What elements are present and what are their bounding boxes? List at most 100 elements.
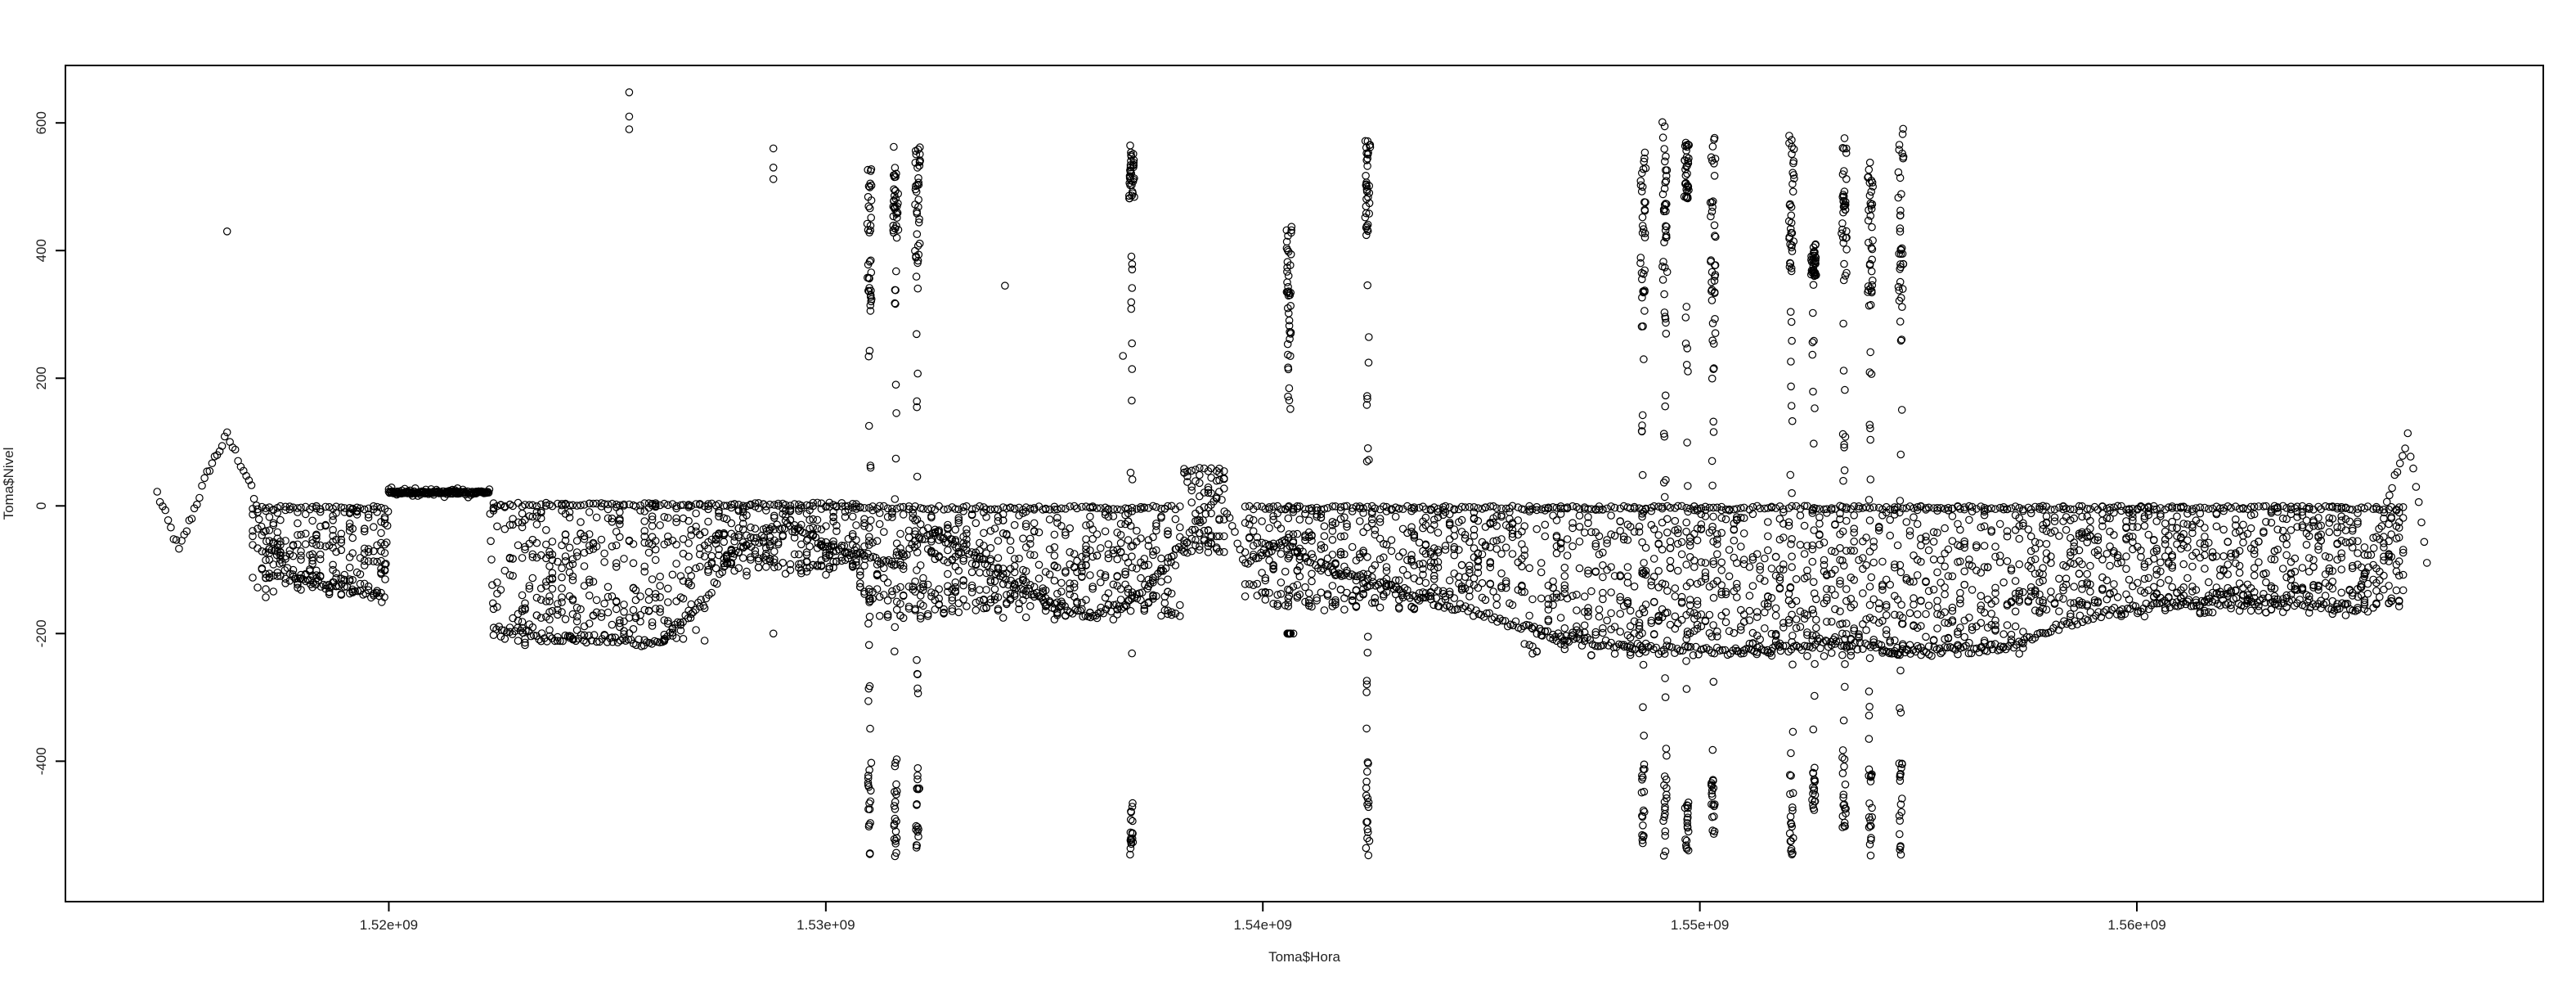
data-point [891,852,900,861]
data-point [2227,588,2235,596]
data-point [364,513,373,522]
data-point [532,502,541,511]
data-point [2140,588,2149,597]
data-point [1671,612,1680,621]
data-point [1730,525,1739,534]
data-point [919,583,927,591]
data-point [1293,592,1302,601]
data-point [797,502,806,510]
data-point [2083,601,2091,610]
data-point [380,505,389,513]
data-point [2039,628,2047,637]
data-point [1697,520,1706,529]
data-point [986,543,995,552]
data-point [2035,590,2044,599]
data-point [2394,508,2403,517]
data-point [1082,560,1090,569]
data-point [2287,591,2296,599]
data-point [1269,542,1277,551]
data-point [1584,513,1592,521]
data-point [1432,594,1441,602]
data-point [585,591,594,600]
data-point [528,574,537,583]
data-point [866,463,875,472]
data-point [1775,573,1784,582]
data-point [1434,513,1443,522]
data-point [948,605,957,613]
data-point [1419,559,1427,568]
data-point [1922,610,1930,619]
data-point [2255,558,2263,566]
data-point [790,533,799,542]
data-point [722,502,731,510]
data-point [600,630,608,639]
data-point [2219,525,2228,534]
data-point [1610,650,1619,658]
data-point [1528,649,1537,658]
data-point [2420,538,2429,547]
data-point [1847,634,1856,643]
data-point [1269,515,1277,524]
data-point [254,524,262,533]
data-point [1549,583,1557,592]
data-point [1943,643,1952,652]
data-point [496,632,505,641]
data-point [383,521,392,530]
data-point [1340,550,1349,559]
data-point [545,547,554,556]
data-point [1941,643,1949,651]
data-point [2134,523,2142,531]
data-point [1882,630,1891,639]
data-point [1616,526,1624,535]
data-point [2201,606,2209,615]
data-point [644,548,653,557]
data-point [356,554,365,562]
data-point [1061,611,1070,619]
data-point [2165,503,2173,511]
data-point [1128,506,1137,515]
data-point [1003,529,1011,538]
data-point [1434,505,1443,513]
data-point [2235,569,2244,577]
data-point [1820,560,1829,569]
data-point [2235,504,2244,513]
data-point [2270,595,2279,604]
data-point [1133,505,1141,513]
data-point [1057,578,1066,587]
data-point [2304,592,2313,601]
data-point [651,500,660,509]
data-point [1983,505,1992,513]
data-point [2057,621,2066,629]
data-point [1015,605,1023,614]
data-point [1764,518,1772,526]
data-point [2232,515,2240,524]
data-point [1284,514,1293,523]
data-point [1520,551,1528,560]
data-point [2156,558,2165,567]
data-point [2260,502,2268,511]
data-point [1196,546,1204,554]
data-point [1434,602,1443,610]
data-point [2137,552,2145,561]
data-point [2403,429,2412,438]
data-point [1104,601,1113,610]
data-point [364,557,373,565]
data-point [2385,557,2393,565]
data-point [247,481,256,489]
data-point [892,267,900,276]
data-point [1788,502,1796,511]
data-point [1987,610,1995,618]
data-point [875,520,884,529]
data-point [2003,527,2012,535]
data-point [1426,558,1435,566]
data-point [1465,565,1474,574]
data-point [1721,587,1730,596]
data-point [2129,533,2137,541]
data-point [1752,648,1761,656]
data-point [1359,509,1367,517]
data-point [1862,626,1870,634]
data-point [891,380,900,389]
data-point [2363,607,2372,616]
data-point [1215,532,1223,541]
data-point [648,522,657,530]
